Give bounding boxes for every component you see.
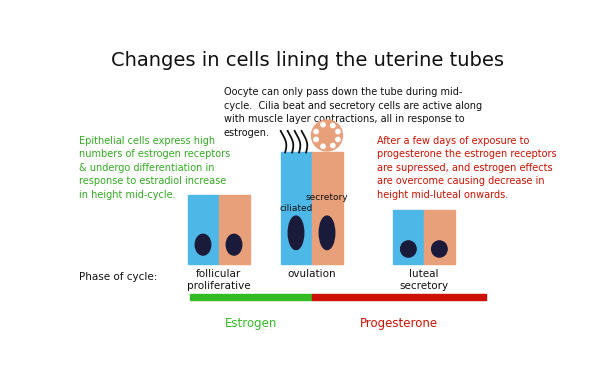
Circle shape	[336, 137, 340, 142]
Bar	[190, 294, 311, 300]
Circle shape	[331, 143, 335, 148]
Circle shape	[331, 124, 335, 128]
Ellipse shape	[288, 216, 304, 250]
Text: Phase of cycle:: Phase of cycle:	[79, 272, 157, 282]
Circle shape	[314, 137, 319, 142]
Bar	[311, 153, 343, 264]
Text: follicular
proliferative: follicular proliferative	[187, 269, 250, 291]
Ellipse shape	[401, 241, 416, 257]
Ellipse shape	[226, 234, 242, 255]
Text: After a few days of exposure to
progesterone the estrogen receptors
are supresse: After a few days of exposure to progeste…	[377, 135, 557, 200]
Circle shape	[321, 144, 325, 148]
Text: ciliated: ciliated	[279, 204, 313, 213]
Text: Progesterone: Progesterone	[359, 317, 438, 330]
Ellipse shape	[195, 234, 211, 255]
Text: Oocyte can only pass down the tube during mid-
cycle.  Cilia beat and secretory : Oocyte can only pass down the tube durin…	[224, 87, 482, 138]
Circle shape	[314, 129, 319, 134]
Text: ovulation: ovulation	[287, 269, 336, 279]
Text: luteal
secretory: luteal secretory	[399, 269, 448, 291]
Bar	[281, 153, 311, 264]
Bar	[311, 294, 486, 300]
Circle shape	[336, 129, 340, 134]
Circle shape	[321, 122, 325, 127]
Text: secretory: secretory	[306, 193, 349, 202]
Ellipse shape	[432, 241, 447, 257]
Text: Estrogen: Estrogen	[225, 317, 277, 330]
Bar	[393, 210, 424, 264]
Bar	[424, 210, 455, 264]
Text: Changes in cells lining the uterine tubes: Changes in cells lining the uterine tube…	[111, 51, 504, 70]
Ellipse shape	[319, 216, 335, 250]
Circle shape	[311, 120, 343, 151]
Bar	[219, 195, 249, 264]
Bar	[188, 195, 219, 264]
Text: Epithelial cells express high
numbers of estrogen receptors
& undergo differenti: Epithelial cells express high numbers of…	[79, 135, 230, 200]
